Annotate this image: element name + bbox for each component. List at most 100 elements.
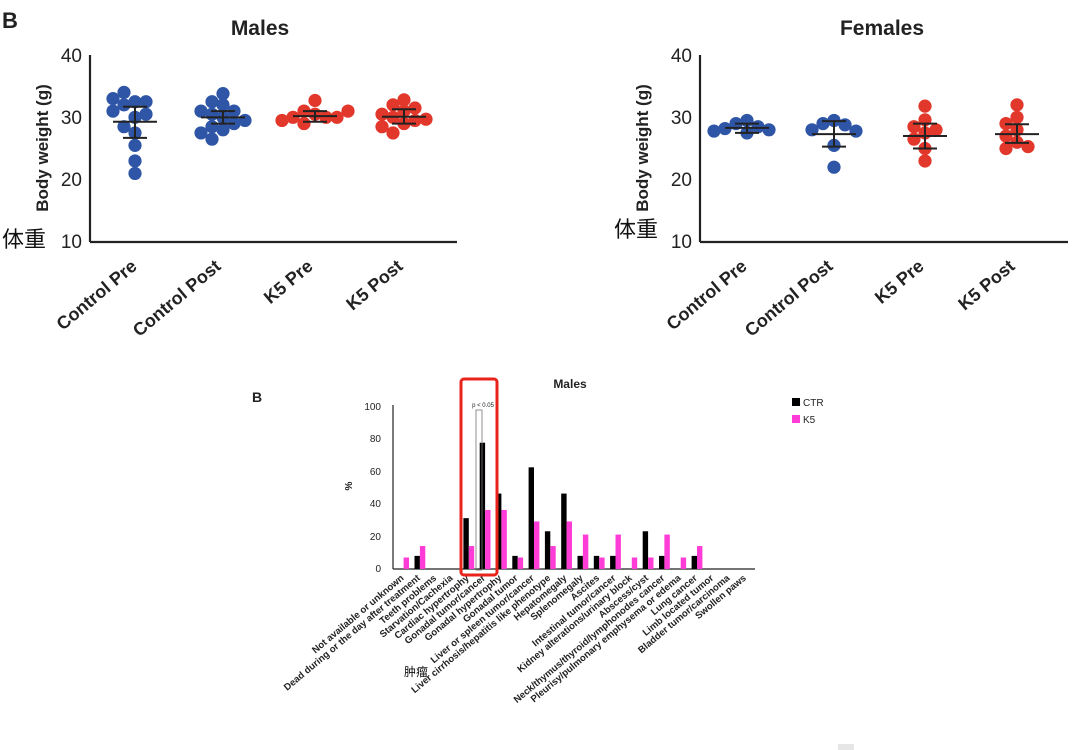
scatter-males-point (419, 112, 433, 126)
scatter-females-point (918, 154, 932, 168)
scatter-males-xtick: K5 Post (342, 256, 406, 314)
scatter-males-point (194, 104, 208, 118)
bar-k5 (419, 546, 426, 569)
scatter-females-xtick: Control Pre (663, 256, 751, 334)
legend-swatch-k5 (792, 415, 800, 423)
highlight-box (459, 377, 499, 577)
bar-ctr (691, 555, 697, 569)
scatter-males-point (139, 107, 153, 121)
scatter-males-point (194, 126, 208, 140)
scatter-females-xtick: K5 Post (954, 256, 1018, 314)
bar-k5 (599, 557, 605, 569)
scatter-males-point (375, 120, 389, 134)
bar-chart-ytick: 20 (370, 532, 382, 543)
bar-chart-ytick: 40 (370, 499, 382, 510)
bar-k5 (468, 546, 475, 569)
scatter-males-point (128, 166, 142, 181)
bar-k5 (664, 534, 670, 569)
bar-k5 (403, 557, 409, 569)
scatter-males-point (117, 98, 131, 112)
scatter-males-point (341, 104, 355, 118)
bar-k5 (534, 521, 540, 569)
scatter-males-ytick: 20 (61, 170, 82, 191)
bar-k5 (517, 557, 524, 569)
bar-ctr (528, 467, 534, 569)
scatter-females-xtick: Control Post (741, 256, 837, 341)
scatter-males-point (216, 87, 230, 101)
scatter-females-point (707, 124, 721, 138)
bar-ctr (479, 442, 486, 569)
scatter-males-point (397, 93, 411, 107)
scatter-males-point (297, 116, 311, 131)
scatter-males-ylabel: Body weight (g) (33, 84, 52, 211)
bar-ctr (496, 493, 502, 569)
bar-k5 (615, 534, 621, 569)
bar-chart-title: Males (553, 377, 587, 391)
bar-ctr (512, 555, 518, 569)
bar-k5 (566, 521, 572, 569)
bar-chart-ytick: 100 (364, 402, 381, 413)
scatter-females-point (1010, 110, 1024, 124)
tumor-overlay: 肿瘤 (404, 664, 428, 679)
bar-ctr (414, 555, 420, 569)
scatter-females-point (999, 129, 1013, 143)
bar-k5 (648, 557, 654, 569)
scatter-males-point (319, 110, 333, 124)
scatter-females-ylabel: Body weight (g) (633, 84, 652, 211)
scatter-males-ytick: 30 (61, 108, 82, 129)
bar-chart-ylabel: % (344, 481, 355, 490)
bar-k5 (501, 509, 507, 569)
scatter-females-point (827, 160, 841, 174)
scatter-males-xtick: Control Pre (53, 256, 141, 334)
bar-k5 (631, 557, 638, 569)
scatter-males-point (275, 113, 289, 128)
scatter-males-point (386, 126, 400, 140)
scatter-females-ytick: 10 (671, 232, 692, 253)
bar-ctr (561, 493, 567, 569)
scatter-females-xtick: K5 Pre (871, 256, 928, 308)
legend-swatch-ctr (792, 398, 800, 406)
scatter-females-point (929, 123, 943, 137)
legend-label-k5: K5 (803, 415, 816, 426)
chinese-overlay-left: 体重 (2, 228, 46, 253)
scatter-females-point (805, 123, 819, 137)
scatter-males-point (308, 93, 322, 108)
bar-ctr (642, 531, 649, 569)
scatter-males-point (205, 95, 219, 109)
scatter-males-title: Males (231, 17, 289, 40)
scatter-males-point (408, 101, 422, 115)
corner-artifact (838, 744, 854, 750)
scatter-males-point (216, 98, 230, 112)
bar-k5 (697, 546, 703, 569)
bar-chart-ytick: 60 (370, 467, 382, 478)
scatter-males-point (286, 110, 300, 124)
scatter-males-point (128, 138, 142, 152)
scatter-females-ytick: 40 (671, 46, 692, 67)
scatter-males-point (205, 132, 219, 146)
scatter-males-point (128, 95, 142, 109)
significance-label: p < 0.05 (472, 403, 495, 409)
bar-ctr (577, 555, 583, 569)
significance-bracket (475, 409, 483, 571)
scatter-males-point (139, 95, 153, 109)
scatter-males-ytick: 10 (61, 232, 82, 253)
bar-chart-males: Males % 100 80 60 40 20 0 Not available … (282, 377, 824, 706)
bar-chart-ytick: 80 (370, 434, 382, 445)
scatter-males-ytick: 40 (61, 46, 82, 67)
bar-k5 (680, 557, 687, 569)
scatter-males-point (117, 85, 131, 99)
scatter-females-point (762, 123, 776, 137)
bar-k5 (485, 509, 491, 569)
scatter-females-point (1010, 98, 1024, 112)
bar-chart-ytick: 0 (375, 564, 381, 575)
scatter-males-xtick: K5 Pre (260, 256, 317, 308)
scatter-females-point (999, 141, 1013, 156)
bar-chart-legend: CTR K5 (792, 398, 824, 426)
scatter-females-ytick: 30 (671, 108, 692, 129)
bar-ctr (659, 555, 665, 569)
panel-letter-bottom: B (252, 389, 262, 405)
scatter-males-point (330, 110, 344, 124)
bar-k5 (582, 534, 589, 569)
